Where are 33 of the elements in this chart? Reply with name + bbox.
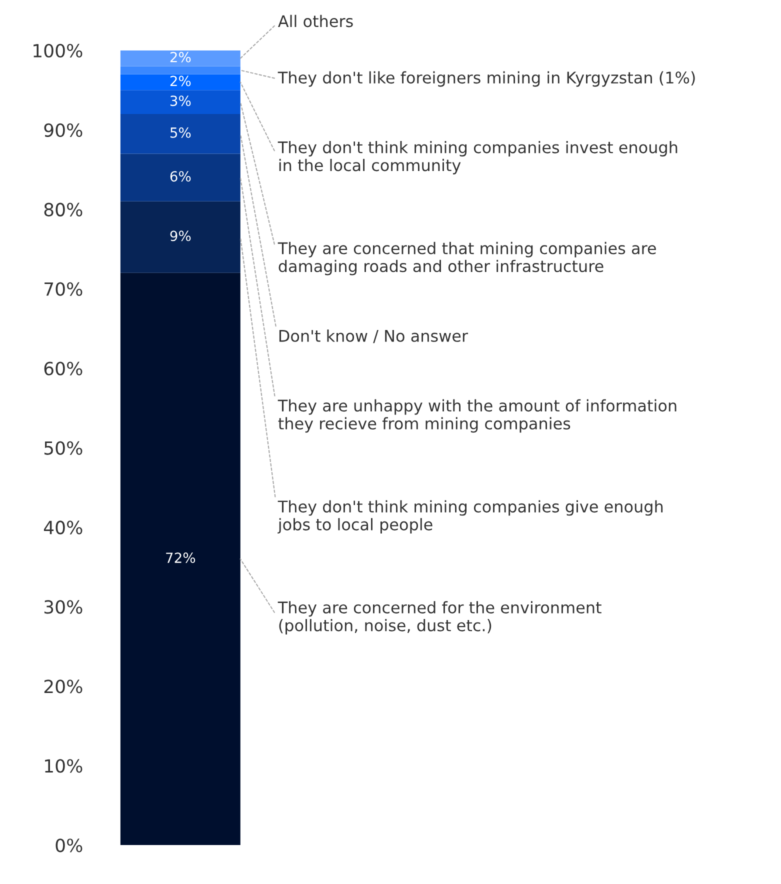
y-tick-label: 80% bbox=[44, 202, 82, 216]
text: They don't think mining companies give enough jobs to local people bbox=[278, 500, 663, 534]
data-label: 6% bbox=[170, 171, 191, 182]
bar bbox=[120, 201, 240, 273]
y-tick-label: 20% bbox=[44, 680, 82, 694]
text: They don't think mining companies invest enough in the local community bbox=[278, 141, 678, 174]
y-tick-label: 100% bbox=[34, 44, 82, 58]
bar bbox=[120, 114, 240, 154]
data-label: 72% bbox=[166, 552, 196, 564]
bar bbox=[120, 74, 240, 90]
y-tick-label: 90% bbox=[44, 123, 82, 137]
data-label: 5% bbox=[170, 127, 191, 138]
y-tick-label: 0% bbox=[56, 838, 82, 852]
data-label: 3% bbox=[170, 96, 191, 106]
data-label: 2% bbox=[170, 76, 191, 86]
text: They are unhappy with the amount of information they recieve from mining companies bbox=[278, 399, 676, 433]
y-tick-label: 60% bbox=[44, 362, 82, 376]
text: All others bbox=[278, 14, 353, 28]
y-tick-label: 70% bbox=[44, 282, 82, 296]
text: Don't know / No answer bbox=[279, 330, 468, 344]
y-tick-label: 40% bbox=[44, 520, 82, 534]
data-label: 2% bbox=[170, 52, 191, 62]
bar bbox=[120, 90, 240, 114]
bar bbox=[120, 66, 240, 74]
y-tick-label: 50% bbox=[44, 441, 82, 455]
text: They don't like foreigners mining in Kyrgyzstan (1%) bbox=[278, 71, 695, 87]
text: They are concerned for the environment (pollution, noise, dust etc.) bbox=[278, 601, 602, 634]
y-tick-label: 10% bbox=[45, 759, 82, 773]
bar bbox=[120, 154, 240, 202]
bar bbox=[120, 50, 240, 66]
data-label: 9% bbox=[170, 230, 191, 242]
text: They are concerned that mining companies are damaging roads and other infrastructure bbox=[278, 242, 656, 276]
y-tick-label: 30% bbox=[44, 600, 82, 614]
